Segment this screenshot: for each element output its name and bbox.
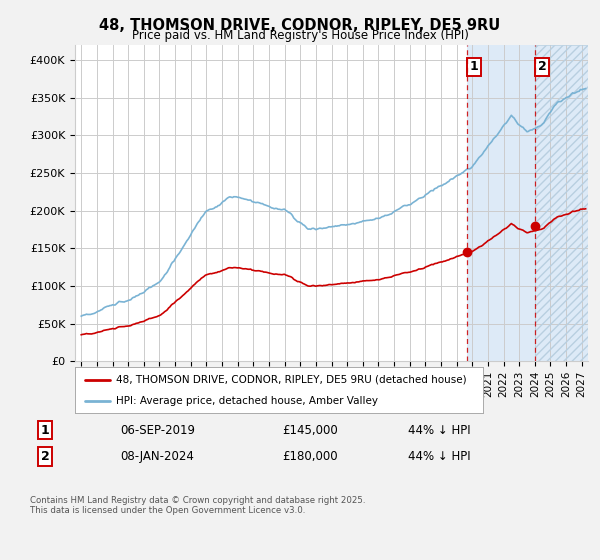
Text: 2: 2 [538, 60, 547, 73]
Bar [467, 45, 535, 361]
Bar [535, 45, 588, 361]
Text: HPI: Average price, detached house, Amber Valley: HPI: Average price, detached house, Ambe… [116, 396, 378, 406]
Text: 2: 2 [41, 450, 49, 463]
Text: 06-SEP-2019: 06-SEP-2019 [120, 423, 195, 437]
Text: £145,000: £145,000 [282, 423, 338, 437]
Bar [535, 45, 588, 361]
Text: Contains HM Land Registry data © Crown copyright and database right 2025.
This d: Contains HM Land Registry data © Crown c… [30, 496, 365, 515]
Text: 48, THOMSON DRIVE, CODNOR, RIPLEY, DE5 9RU (detached house): 48, THOMSON DRIVE, CODNOR, RIPLEY, DE5 9… [116, 375, 466, 385]
Text: 48, THOMSON DRIVE, CODNOR, RIPLEY, DE5 9RU: 48, THOMSON DRIVE, CODNOR, RIPLEY, DE5 9… [100, 18, 500, 34]
Text: £180,000: £180,000 [282, 450, 338, 463]
Text: 08-JAN-2024: 08-JAN-2024 [120, 450, 194, 463]
Text: 1: 1 [41, 423, 49, 437]
Text: 1: 1 [469, 60, 478, 73]
Text: Price paid vs. HM Land Registry's House Price Index (HPI): Price paid vs. HM Land Registry's House … [131, 29, 469, 42]
Text: 44% ↓ HPI: 44% ↓ HPI [408, 450, 470, 463]
Text: 44% ↓ HPI: 44% ↓ HPI [408, 423, 470, 437]
